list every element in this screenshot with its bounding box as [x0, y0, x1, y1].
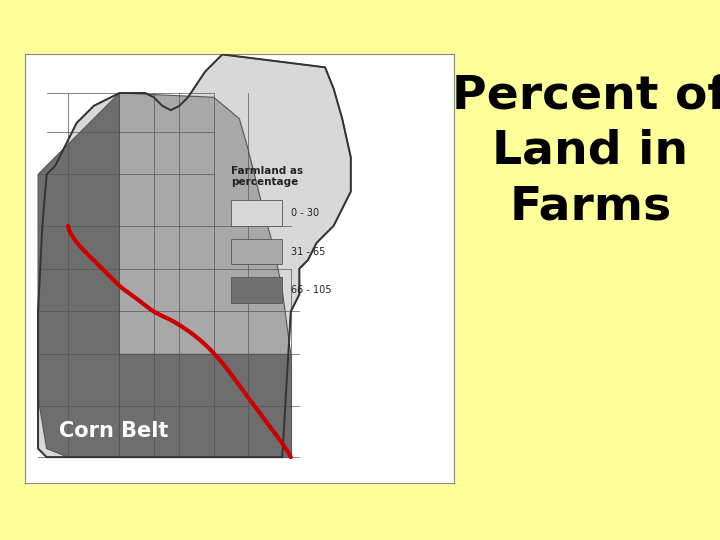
- Polygon shape: [120, 93, 291, 354]
- Polygon shape: [38, 55, 351, 457]
- Bar: [231, 277, 282, 303]
- Text: 0 - 30: 0 - 30: [291, 208, 319, 218]
- Text: 66 - 105: 66 - 105: [291, 285, 331, 295]
- Polygon shape: [38, 93, 120, 457]
- Bar: [231, 200, 282, 226]
- Bar: [231, 239, 282, 265]
- Text: Percent of
Land in
Farms: Percent of Land in Farms: [452, 73, 720, 229]
- Text: Corn Belt: Corn Belt: [60, 421, 169, 441]
- Polygon shape: [120, 354, 291, 457]
- Text: 31 - 65: 31 - 65: [291, 247, 325, 256]
- Text: Farmland as
percentage: Farmland as percentage: [231, 166, 303, 187]
